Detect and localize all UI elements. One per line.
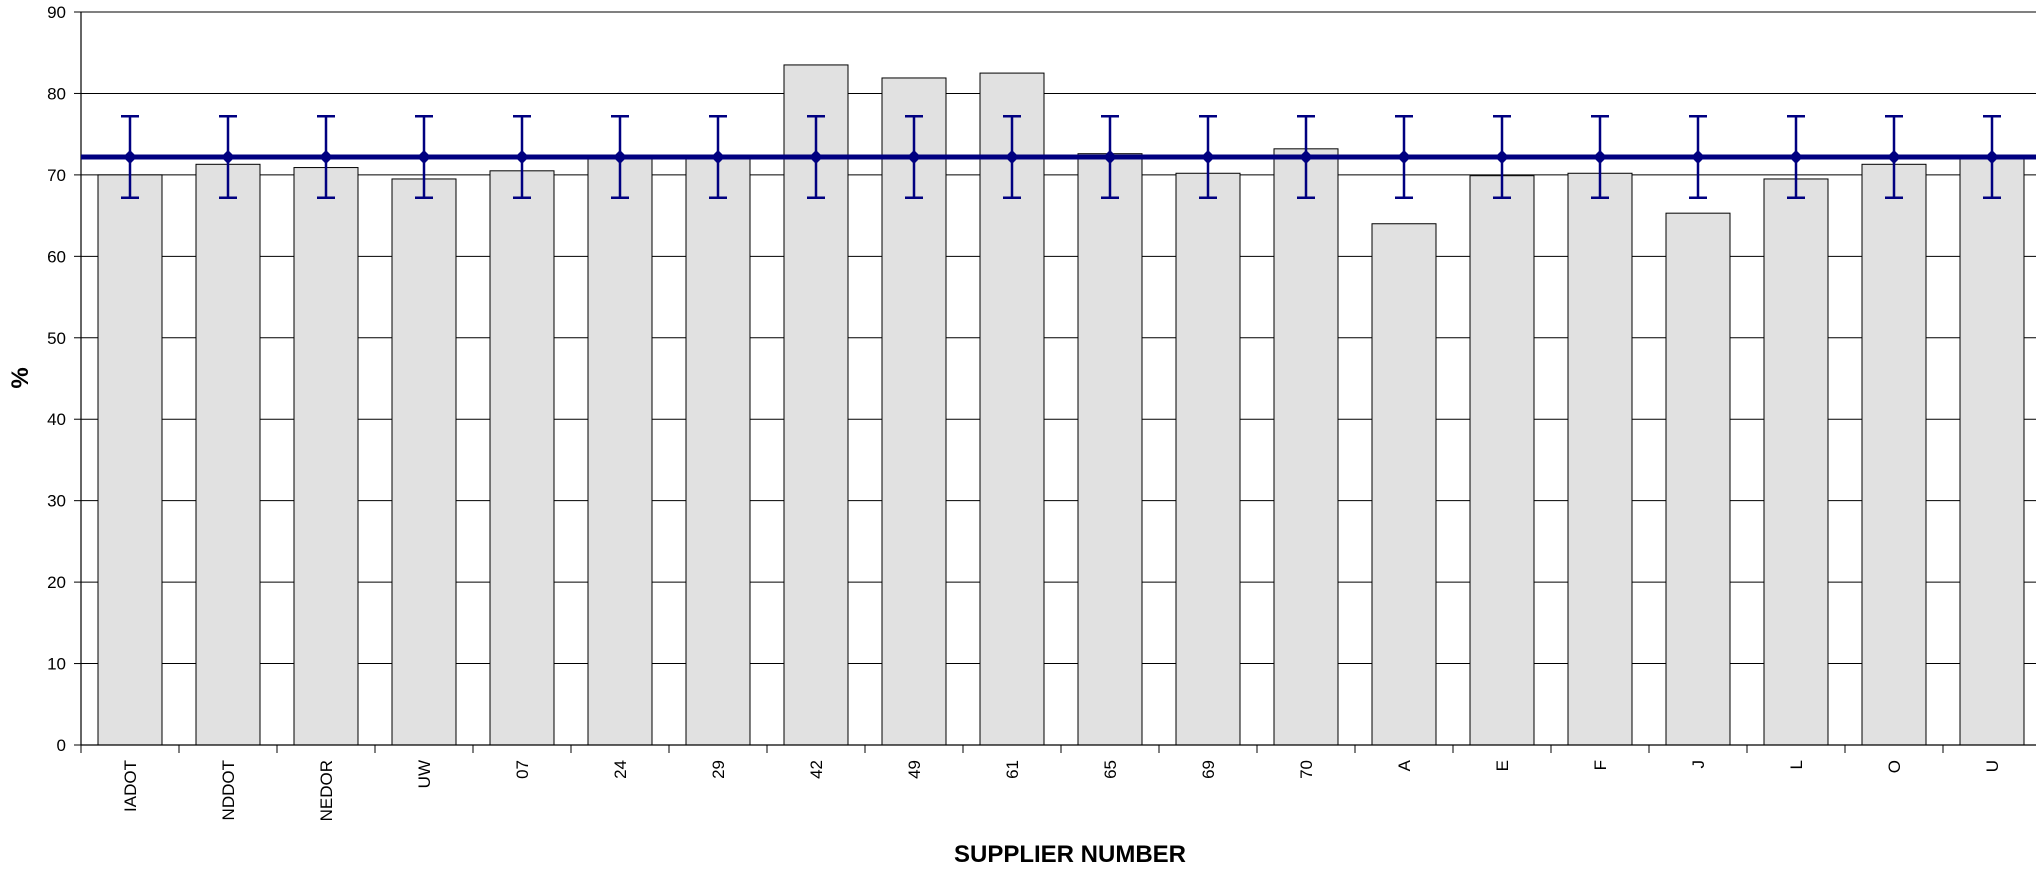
bar [1469,175,1535,746]
x-tick-label: IADOT [121,760,140,812]
bar [293,167,359,746]
bar [587,158,653,746]
x-tick-label: 70 [1297,760,1316,779]
bar [1273,148,1339,746]
bar [1763,178,1829,746]
y-tick-label: 90 [47,3,66,22]
x-tick-label: 49 [905,760,924,779]
line-point [907,149,921,164]
bar [97,174,163,746]
y-tick-label: 60 [47,247,66,266]
y-tick-label: 80 [47,84,66,103]
x-tick-label: J [1689,760,1708,769]
bar [1959,158,2025,746]
x-tick-label: 69 [1199,760,1218,779]
line-point [1593,149,1607,164]
line-point [221,149,235,164]
x-tick-label: NDDOT [219,760,238,820]
x-tick-label: A [1395,759,1414,771]
tick-labels: 0 10 20 30 40 50 60 70 80 90 IADOT NDDOT NEDOR UW 07 24… [47,3,2002,821]
bar [1861,163,1927,746]
x-tick-label: NEDOR [317,760,336,821]
y-tick-label: 30 [47,492,66,511]
line-point [1103,149,1117,164]
x-tick-label: 29 [709,760,728,779]
x-tick-label: F [1591,760,1610,770]
line-point [319,149,333,164]
line-point [613,149,627,164]
bar [1077,153,1143,746]
x-tick-label: 07 [513,760,532,779]
y-tick-label: 10 [47,655,66,674]
line-point [1789,149,1803,164]
y-tick-label: 40 [47,410,66,429]
mean-line-series [81,114,2036,199]
y-tick-label: 20 [47,573,66,592]
bar [489,170,555,746]
line-point [1005,149,1019,164]
y-axis-title: % [7,367,34,388]
x-axis-title: SUPPLIER NUMBER [954,841,1186,868]
bar [1175,172,1241,746]
line-point [809,149,823,164]
line-point [1397,149,1411,164]
bar [195,163,261,746]
x-tick-label: 65 [1101,760,1120,779]
gridlines [81,11,2036,665]
line-point [1985,149,1999,164]
x-tick-label: U [1983,760,2002,772]
line-point [1201,149,1215,164]
bars [97,64,2025,746]
line-point [1887,149,1901,164]
x-tick-label: O [1885,760,1904,773]
line-point [123,149,137,164]
line-point [1495,149,1509,164]
x-tick-label: 24 [611,760,630,779]
bar [1665,212,1731,746]
bar [1567,172,1633,746]
x-tick-label: E [1493,760,1512,771]
y-tick-label: 0 [57,736,66,755]
x-tick-label: 61 [1003,760,1022,779]
y-tick-label: 50 [47,329,66,348]
x-tick-label: UW [415,760,434,788]
line-point [1691,149,1705,164]
bar [685,157,751,746]
bar [391,178,457,746]
axes [74,11,2036,753]
y-tick-label: 70 [47,166,66,185]
line-point [417,149,431,164]
line-point [515,149,529,164]
bar [1371,223,1437,746]
x-tick-label: L [1787,760,1806,769]
x-tick-label: 42 [807,760,826,779]
line-point [711,149,725,164]
line-point [1299,149,1313,164]
